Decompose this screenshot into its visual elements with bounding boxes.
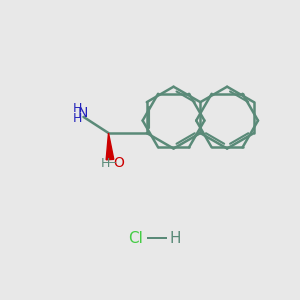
Text: N: N [77,106,88,120]
Text: −: − [108,158,117,168]
Text: H: H [73,102,82,116]
Text: Cl: Cl [128,231,143,246]
Text: H: H [169,231,181,246]
Text: O: O [113,155,124,170]
Polygon shape [106,133,114,160]
Text: H: H [73,112,82,125]
Text: H: H [101,158,110,170]
